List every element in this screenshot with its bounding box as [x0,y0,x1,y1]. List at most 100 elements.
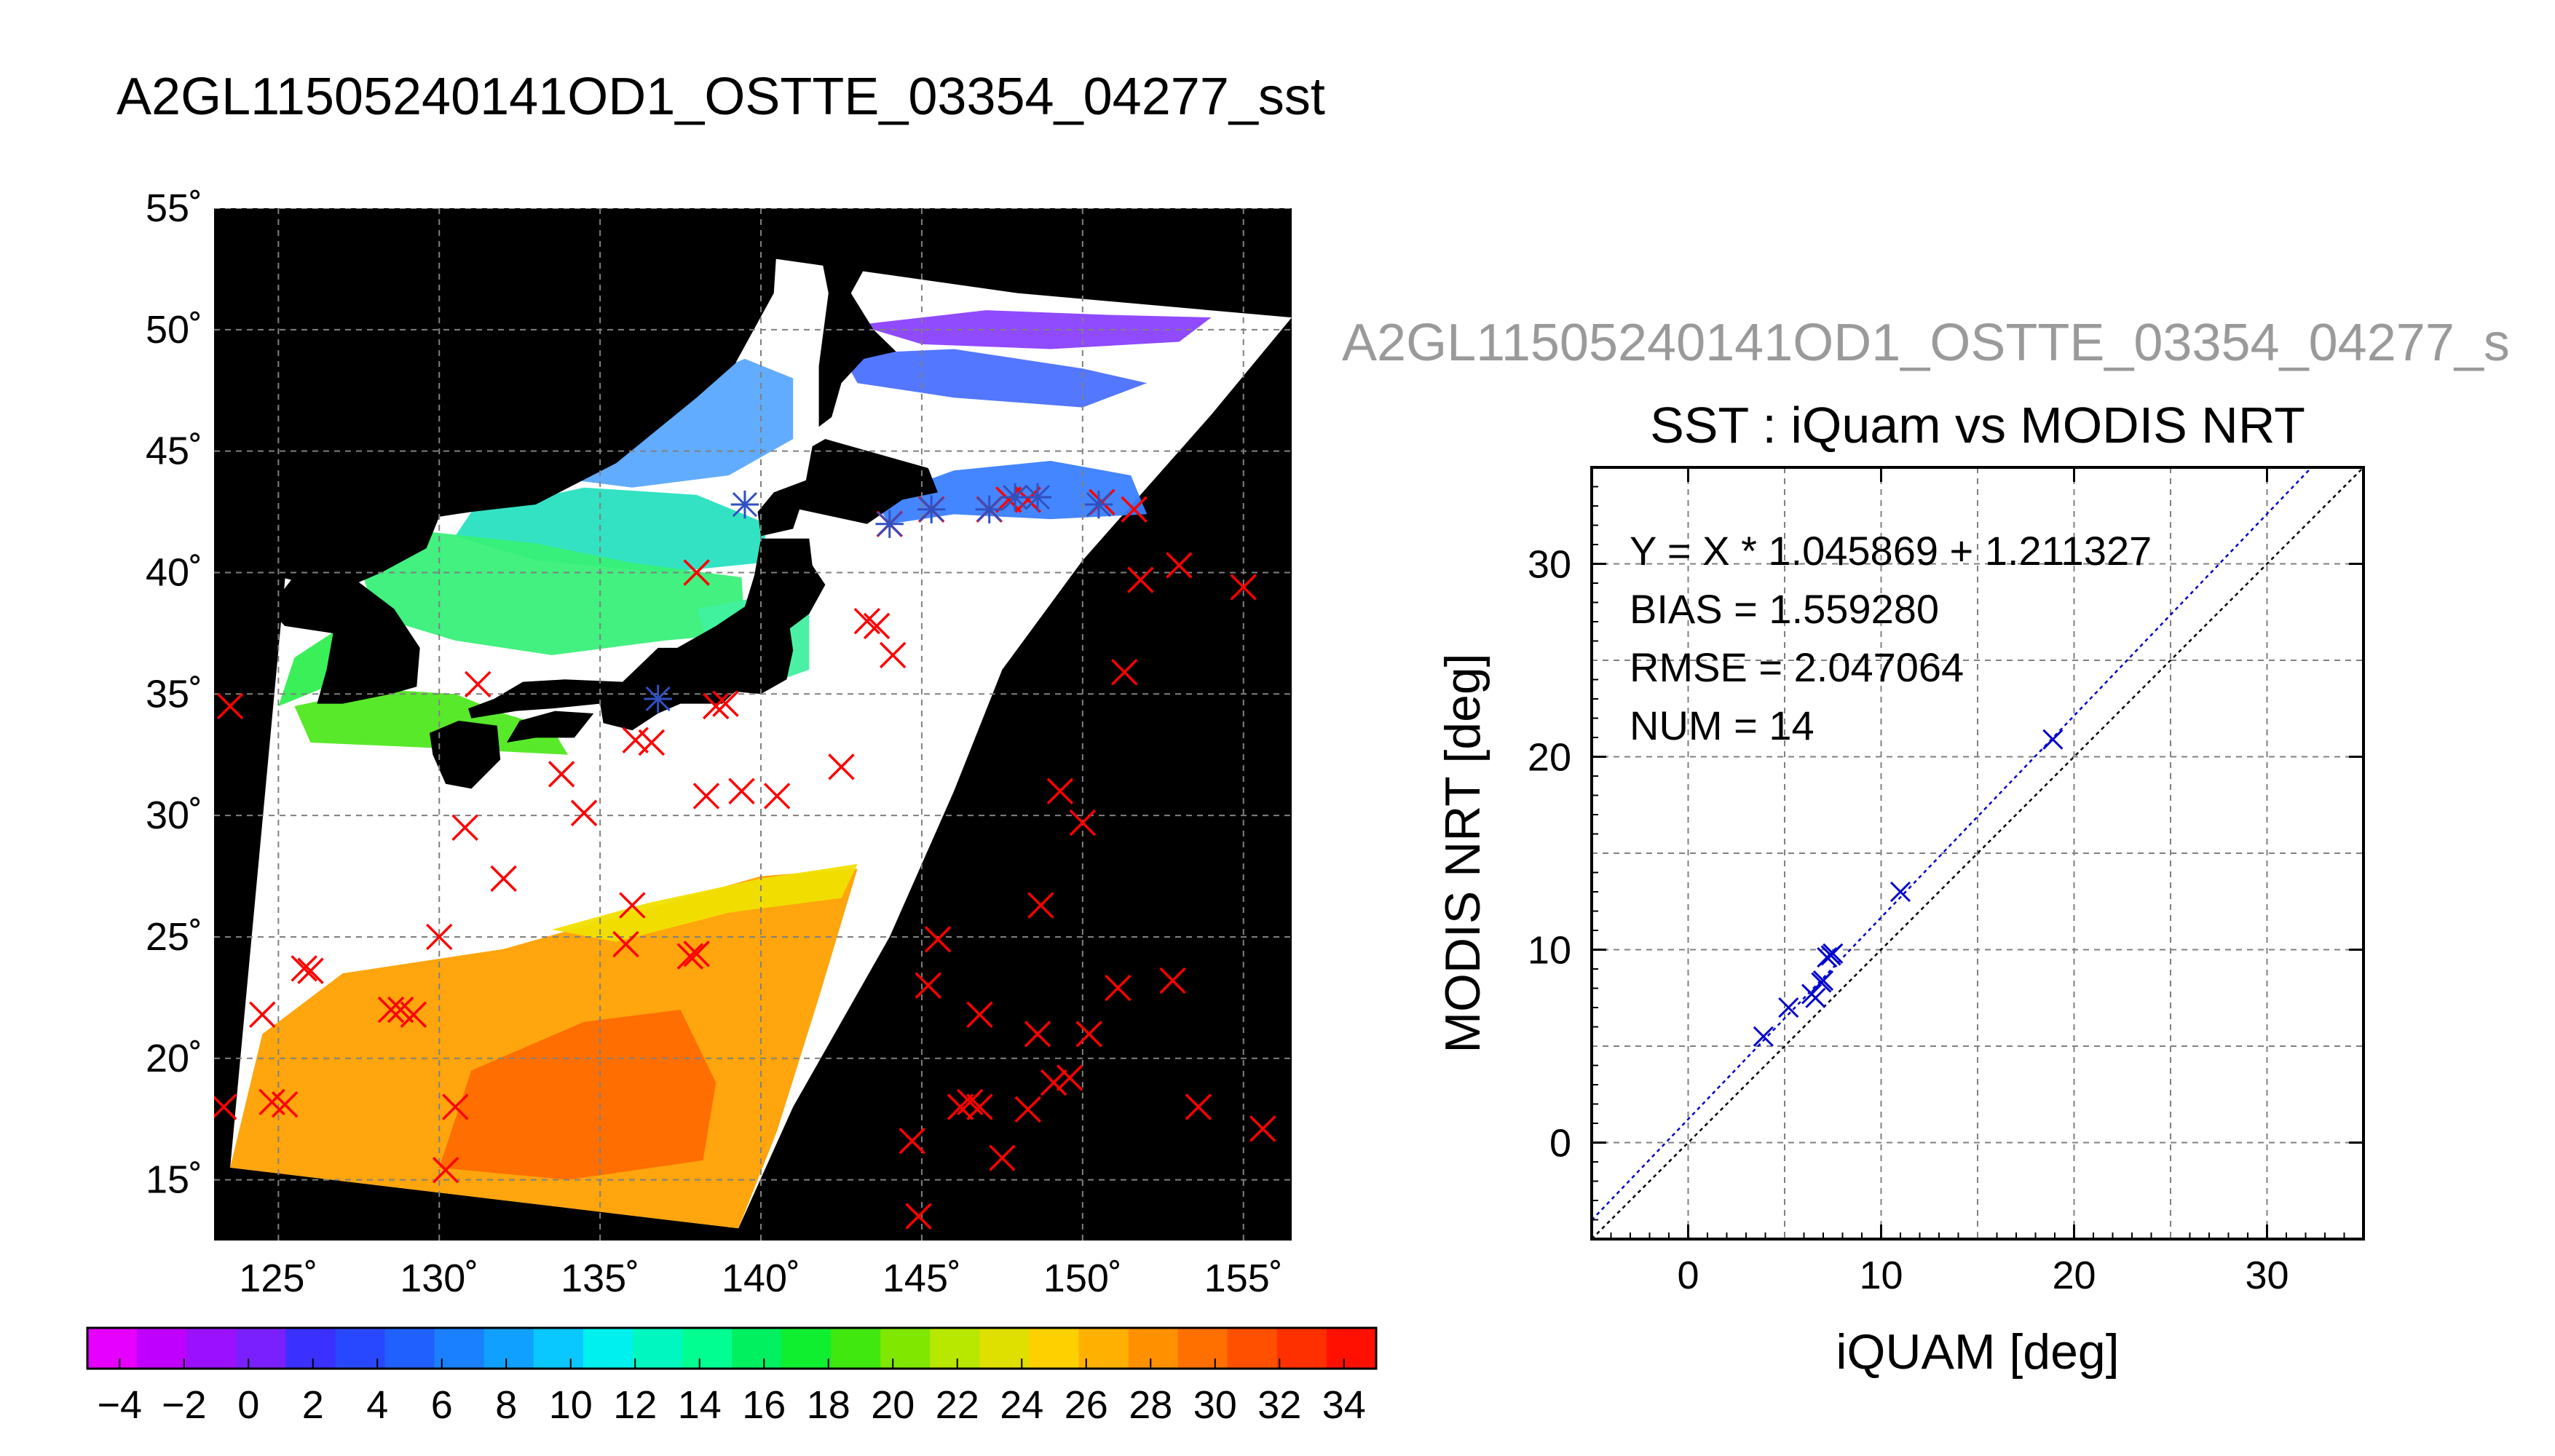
colorbar-segment [1177,1328,1228,1369]
scatter-y-tick-label: 20 [1528,736,1571,780]
main-title: A2GL11505240141OD1_OSTTE_03354_04277_sst [117,68,1325,126]
scatter-x-tick-label: 20 [2052,1254,2096,1297]
map-lon-tick-label: 140˚ [722,1257,800,1300]
colorbar-label: 22 [936,1383,979,1427]
buoy-marker [1159,967,1186,994]
colorbar-label: −4 [97,1383,142,1427]
sst-green-south [294,689,568,755]
colorbar-segment [831,1328,881,1369]
land-asia-mainland [214,208,778,704]
scatter-point [1753,1026,1774,1047]
buoy-marker [1127,566,1154,593]
matchup-marker [917,495,946,523]
scatter-stat-line: Y = X * 1.045869 + 1.211327 [1630,528,2152,574]
scatter-point [1812,970,1834,991]
buoy-marker [1230,574,1257,601]
colorbar-segment [236,1328,286,1369]
scatter-x-tick-label: 30 [2245,1254,2289,1297]
colorbar-label: 12 [613,1383,657,1427]
buoy-marker [432,1157,459,1184]
matchup-marker [1084,490,1113,519]
sst-green-japan-sea [358,531,745,655]
buoy-marker [1056,1064,1083,1091]
buoy-marker [638,729,666,756]
scatter-point [1889,881,1911,903]
colorbar-label: 2 [302,1383,324,1427]
sst-deep-orange-south [439,1010,716,1180]
buoy-marker [712,690,739,717]
scatter-point [1823,943,1844,964]
buoy-marker [1166,552,1193,579]
colorbar-segment [682,1328,732,1369]
buoy-marker [956,1088,984,1116]
colorbar-segment [732,1328,782,1369]
colorbar-label: 8 [495,1383,517,1427]
buoy-marker [853,607,881,635]
colorbar-segment [186,1328,237,1369]
buoy-marker [1121,496,1148,523]
buoy-marker [612,930,639,958]
matchup-marker [1023,483,1052,512]
buoy-marker [1105,974,1132,1002]
buoy-marker [966,1001,993,1028]
map-lat-tick-label: 15˚ [146,1158,202,1202]
buoy-marker [683,941,710,968]
scatter-point [2042,729,2064,750]
colorbar-segment [632,1328,683,1369]
sst-blue-sakhalin [841,349,1148,408]
colorbar-label: 18 [807,1383,850,1427]
scatter-y-tick-label: 10 [1528,929,1571,973]
buoy-marker [879,641,907,669]
buoy-marker [1027,892,1054,919]
buoy-marker [947,1093,974,1120]
matchup-marker [875,510,904,538]
scatter-file-title: A2GL11505240141OD1_OSTTE_03354_04277_s [1342,314,2510,372]
map-lat-tick-label: 55˚ [146,186,202,230]
scatter-x-axis-label: iQUAM [deg] [1836,1324,2119,1380]
buoy-marker [451,814,478,842]
buoy-marker [377,996,405,1024]
map-content [214,208,1292,1241]
colorbar-segment [1078,1328,1129,1369]
colorbar-label: 26 [1065,1383,1108,1427]
map-lon-tick-label: 155˚ [1204,1257,1283,1300]
colorbar-segment [930,1328,980,1369]
sst-yellow-band [551,863,858,942]
colorbar-label: 16 [742,1383,786,1427]
buoy-marker [1024,1021,1051,1048]
colorbar-segment [1326,1328,1377,1369]
buoy-marker [1185,1093,1212,1120]
buoy-marker [1040,1069,1067,1096]
scatter-x-tick-label: 10 [1859,1254,1903,1297]
buoy-marker [915,972,942,999]
scatter-stat-line: NUM = 14 [1630,703,1814,748]
colorbar-label: 34 [1322,1383,1366,1427]
scatter-title: SST : iQuam vs MODIS NRT [1650,397,2305,454]
scatter-stat-line: BIAS = 1.559280 [1630,586,1939,632]
colorbar-segment [1029,1328,1080,1369]
land-shikoku [507,711,594,743]
colorbar-segment [1276,1328,1327,1369]
buoy-marker [905,1203,932,1230]
buoy-marker [465,670,491,698]
buoy-marker [1249,1115,1276,1142]
colorbar-label: 0 [237,1383,259,1427]
scatter-stat-line: RMSE = 2.047064 [1630,644,1964,690]
buoy-marker [924,926,952,953]
buoy-marker [828,753,855,780]
land-hokkaido [757,439,938,537]
scatter-y-tick-label: 0 [1549,1122,1571,1166]
buoy-marker [995,486,1022,513]
map-lon-tick-label: 135˚ [561,1257,639,1300]
scatter-y-axis-label: MODIS NRT [deg] [1435,653,1490,1053]
colorbar-label: 10 [549,1383,593,1427]
land-sakhalin [812,218,896,427]
map-lat-tick-label: 40˚ [146,550,202,594]
buoy-marker [619,892,646,919]
land-kyushu [430,721,501,789]
map-lat-tick-label: 20˚ [146,1037,202,1080]
map-lon-tick-label: 130˚ [400,1257,478,1300]
